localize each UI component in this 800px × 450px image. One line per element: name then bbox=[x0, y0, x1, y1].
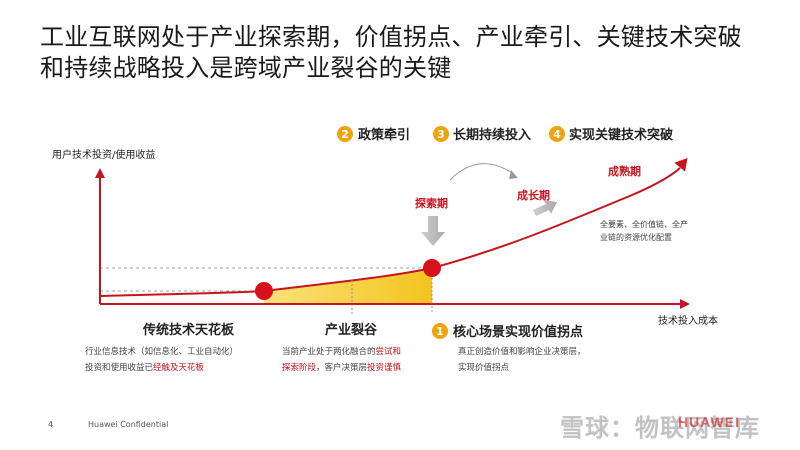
step-3-badge bbox=[433, 126, 449, 142]
mature-note-line-2: 业链的资源优化配置 bbox=[600, 232, 672, 242]
explore-to-growth-arc-head bbox=[509, 170, 518, 179]
step-3-number: 3 bbox=[437, 128, 445, 141]
title-line-1: 工业互联网处于产业探索期，价值拐点、产业牵引、关键技术突破 bbox=[40, 23, 742, 51]
gap-desc-plain-2: ，客户决策层 bbox=[316, 362, 367, 373]
ceiling-desc-line-2: 投资和使用收益已经触及天花板 bbox=[85, 362, 205, 373]
title-line-2: 和持续战略投入是跨域产业裂谷的关键 bbox=[40, 54, 452, 82]
ceiling-point bbox=[255, 282, 273, 300]
ceiling-desc-plain: 投资和使用收益已 bbox=[85, 362, 154, 373]
ceiling-title: 传统技术天花板 bbox=[142, 322, 235, 338]
gap-desc-highlight-1: 尝试和 bbox=[376, 346, 402, 357]
inflection-point bbox=[423, 259, 441, 277]
inflection-desc-line-2: 实现价值拐点 bbox=[458, 362, 510, 373]
gap-desc-line-2: 探索阶段，客户决策层投资谨慎 bbox=[282, 362, 402, 373]
inflection-desc-line-1: 真正创造价值和影响企业决策层， bbox=[458, 346, 586, 357]
step-4-number: 4 bbox=[553, 128, 561, 141]
step-3-label: 长期持续投入 bbox=[453, 127, 531, 143]
step-1-number: 1 bbox=[436, 325, 444, 338]
y-axis-arrowhead bbox=[95, 168, 105, 178]
gap-desc-highlight-2: 探索阶段 bbox=[282, 362, 317, 373]
explore-to-growth-arc bbox=[449, 163, 516, 181]
gap-desc-line-1: 当前产业处于两化融合的尝试和 bbox=[282, 346, 401, 357]
ceiling-desc-highlight: 经触及天花板 bbox=[153, 362, 205, 373]
stage-explore-label: 探索期 bbox=[415, 196, 448, 210]
explore-down-arrow bbox=[421, 216, 445, 246]
step-2-badge bbox=[337, 126, 353, 142]
gap-desc-highlight-3: 投资谨慎 bbox=[367, 362, 402, 373]
page-number: 4 bbox=[48, 420, 54, 429]
gap-desc-plain-1: 当前产业处于两化融合的 bbox=[282, 346, 376, 357]
growth-curve-arrowhead bbox=[674, 157, 688, 172]
step-1-label: 核心场景实现价值拐点 bbox=[453, 324, 583, 340]
step-4-label: 实现关键技术突破 bbox=[569, 127, 673, 143]
industry-gap-area bbox=[264, 268, 432, 304]
step-2-number: 2 bbox=[341, 128, 349, 141]
huawei-logo: HUAWEI bbox=[678, 414, 740, 430]
step-1-badge bbox=[432, 323, 448, 339]
x-axis-label: 技术投入成本 bbox=[658, 314, 718, 327]
x-axis-arrowhead bbox=[680, 299, 690, 309]
confidential-label: Huawei Confidential bbox=[88, 420, 169, 429]
growth-stage-arrow bbox=[533, 200, 557, 216]
ceiling-desc-line-1: 行业信息技术（如信息化、工业自动化） bbox=[85, 346, 238, 357]
stage-growth-label: 成长期 bbox=[517, 188, 550, 202]
gap-title: 产业裂谷 bbox=[325, 322, 378, 338]
y-axis-label: 用户技术投资/使用收益 bbox=[52, 148, 155, 161]
stage-mature-label: 成熟期 bbox=[608, 164, 641, 178]
watermark: 雪球：物联网智库 bbox=[560, 414, 760, 442]
step-2-label: 政策牵引 bbox=[358, 127, 410, 143]
mature-note-line-1: 全要素、全价值链、全产 bbox=[600, 219, 688, 229]
step-4-badge bbox=[549, 126, 565, 142]
page-title: 工业互联网处于产业探索期，价值拐点、产业牵引、关键技术突破 和持续战略投入是跨域… bbox=[40, 22, 780, 84]
